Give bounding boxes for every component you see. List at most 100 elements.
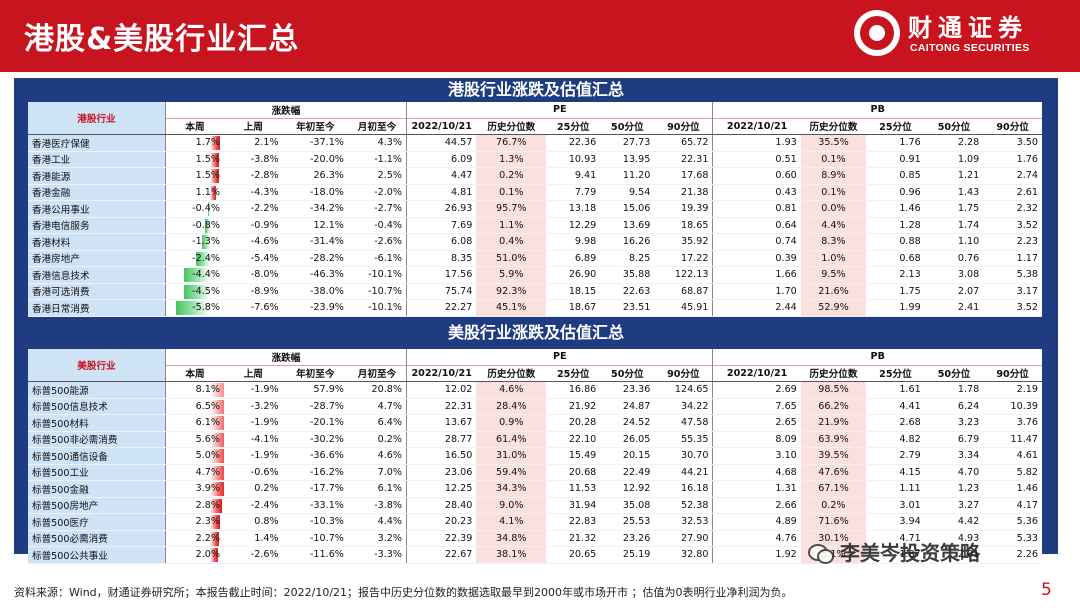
- week-change-cell: 6.1%: [165, 414, 225, 432]
- pe-hist-percentile: 92.3%: [476, 283, 547, 300]
- us-summary-table: 美股行业 涨跌幅 PE PB 本周 上周 年初至今 月初至今 2022/10/21 历史分位数 25…: [28, 349, 1042, 564]
- pe-p90: 27.90: [654, 530, 713, 547]
- pb-p25: 0.68: [866, 250, 925, 267]
- pb-p50: 6.24: [924, 398, 984, 415]
- pe-hist-pct-header: 历史分位数: [476, 365, 547, 382]
- pe-group-header: PE: [406, 349, 713, 365]
- industry-name: 标普500非必需消费: [28, 431, 166, 448]
- mtd-change: 4.4%: [347, 513, 407, 531]
- pb-value: 3.10: [712, 447, 801, 465]
- pb-value: 1.31: [712, 480, 801, 498]
- pb-p25: 1.61: [866, 381, 925, 399]
- pb-group-header: PB: [712, 349, 1042, 365]
- last-week-change: 1.4%: [224, 530, 283, 547]
- pb-p50: 2.01: [924, 546, 984, 564]
- pe-p25-header: 25分位: [546, 118, 601, 135]
- pe-hist-percentile: 4.1%: [476, 513, 547, 531]
- industry-name: 香港工业: [28, 151, 166, 168]
- pe-p25: 7.79: [546, 184, 601, 201]
- week-bar-positive: [209, 449, 225, 463]
- pb-value: 0.60: [712, 167, 801, 185]
- pe-p50: 24.52: [600, 414, 655, 432]
- pe-value: 22.39: [406, 530, 477, 547]
- ytd-change: -20.0%: [282, 151, 348, 168]
- pb-value: 0.81: [712, 200, 801, 218]
- week-change-cell: 1.1%: [165, 184, 225, 201]
- pe-p50-header: 50分位: [600, 118, 655, 135]
- pe-p50: 23.36: [600, 381, 655, 399]
- pe-value: 4.81: [406, 184, 477, 201]
- pb-hist-percentile: 21.9%: [800, 414, 867, 432]
- hk-row: 香港医疗保健 1.7% 2.1% -37.1% 4.3% 44.57 76.7% 22.36 2…: [28, 134, 1042, 152]
- last-week-change: -1.9%: [224, 414, 283, 432]
- last-week-change: -2.2%: [224, 200, 283, 218]
- week-change-cell: 2.3%: [165, 513, 225, 531]
- week-change-value: -0.8%: [192, 219, 221, 231]
- change-group-header: 涨跌幅: [271, 105, 301, 117]
- mtd-change: 3.2%: [347, 530, 407, 547]
- pe-p50: 22.49: [600, 464, 655, 481]
- week-change-cell: 5.6%: [165, 431, 225, 448]
- pe-p90: 124.65: [654, 381, 713, 399]
- pb-p25: 0.88: [866, 233, 925, 251]
- week-change-value: 2.2%: [195, 532, 221, 544]
- pe-value: 6.08: [406, 233, 477, 251]
- industry-name: 标普500工业: [28, 464, 166, 481]
- mtd-change: -3.8%: [347, 497, 407, 514]
- pe-p50: 16.26: [600, 233, 655, 251]
- week-change-value: -4.4%: [192, 269, 221, 280]
- hk-row: 香港能源 1.5% -2.8% 26.3% 2.5% 4.47 0.2% 9.41 11.20 1…: [28, 167, 1042, 185]
- mtd-change: 6.1%: [347, 480, 407, 498]
- last-week-change: 0.2%: [224, 480, 283, 498]
- week-change-value: 1.1%: [195, 186, 221, 198]
- industry-name: 标普500通信设备: [28, 447, 166, 465]
- pe-p25: 20.68: [546, 464, 601, 481]
- pb-p50: 3.27: [924, 497, 984, 514]
- pe-hist-percentile: 0.1%: [476, 184, 547, 201]
- pe-p50: 26.05: [600, 431, 655, 448]
- pb-value: 7.65: [712, 398, 801, 415]
- ytd-change: 12.1%: [282, 217, 348, 234]
- ytd-change: -46.3%: [282, 266, 348, 284]
- pb-value: 0.43: [712, 184, 801, 201]
- pb-value: 4.76: [712, 530, 801, 547]
- pb-value: 0.51: [712, 151, 801, 168]
- pe-hist-percentile: 0.2%: [476, 167, 547, 185]
- week-change-value: -4.5%: [192, 285, 221, 297]
- pb-hist-percentile: 30.1%: [800, 530, 867, 547]
- pb-p90: 1.46: [983, 480, 1042, 498]
- week-bar-positive: [209, 465, 225, 480]
- pe-p90: 17.68: [654, 167, 713, 185]
- pb-p90: 2.61: [983, 184, 1042, 201]
- pb-p50: 3.34: [924, 447, 984, 465]
- pb-p25: 0.96: [866, 184, 925, 201]
- week-change-cell: -2.4%: [165, 250, 225, 267]
- week-bar-positive: [209, 531, 220, 546]
- pe-value: 23.06: [406, 464, 477, 481]
- pe-hist-percentile: 0.9%: [476, 414, 547, 432]
- pb-value: 4.89: [712, 513, 801, 531]
- pe-value: 6.09: [406, 151, 477, 168]
- pb-hist-percentile: 4.4%: [800, 217, 867, 234]
- pe-value: 12.02: [406, 381, 477, 399]
- pe-p90: 18.65: [654, 217, 713, 234]
- pe-p25: 21.92: [546, 398, 601, 415]
- pe-value: 17.56: [406, 266, 477, 284]
- week-bar-positive: [209, 515, 220, 529]
- pe-p25: 6.89: [546, 250, 601, 267]
- pb-value: 1.70: [712, 283, 801, 300]
- pe-value: 4.47: [406, 167, 477, 185]
- week-bar-positive: [209, 482, 225, 496]
- week-change-value: 5.6%: [195, 433, 221, 445]
- pb-p50: 2.41: [924, 299, 984, 317]
- mtd-change: 0.2%: [347, 431, 407, 448]
- pb-p25: 0.85: [866, 167, 925, 185]
- last-week-change: -8.9%: [224, 283, 283, 300]
- industry-name: 标普500能源: [28, 381, 166, 399]
- pe-p25: 12.29: [546, 217, 601, 234]
- ytd-change: -30.2%: [282, 431, 348, 448]
- pb-p50: 1.10: [924, 233, 984, 251]
- pe-p25: 22.83: [546, 513, 601, 531]
- summary-panel: 港股行业涨跌及估值汇总 港股行业 涨跌幅 PE PB 本周 上周 年初至今 月初至今 2022/…: [14, 78, 1058, 564]
- pe-hist-percentile: 4.6%: [476, 381, 547, 399]
